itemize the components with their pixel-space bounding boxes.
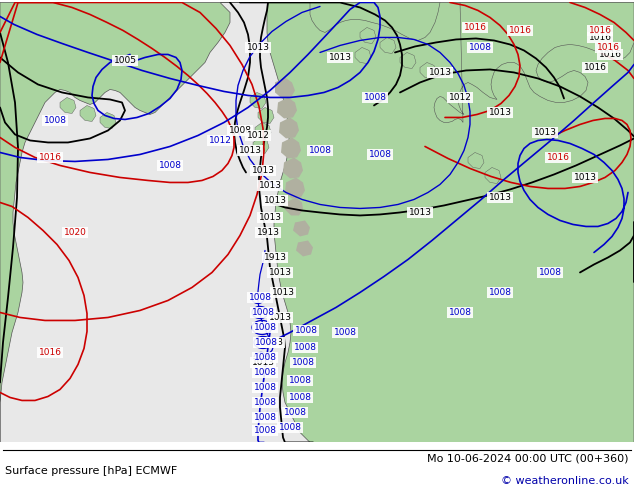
Text: 1013: 1013 — [533, 128, 557, 137]
Text: 1016: 1016 — [588, 26, 612, 35]
Text: 1008: 1008 — [448, 308, 472, 317]
Text: 1013: 1013 — [247, 43, 269, 52]
Text: 1016: 1016 — [39, 153, 61, 162]
Polygon shape — [468, 152, 484, 169]
Text: 1008: 1008 — [158, 161, 181, 170]
Text: 1012: 1012 — [247, 131, 269, 140]
Text: 1008: 1008 — [288, 393, 311, 402]
Text: 1016: 1016 — [597, 43, 619, 52]
Text: 1008: 1008 — [292, 358, 314, 367]
Text: 1013: 1013 — [489, 193, 512, 202]
Text: 1008: 1008 — [363, 93, 387, 102]
Text: 1013: 1013 — [328, 53, 351, 62]
Text: 1013: 1013 — [269, 268, 292, 277]
Text: 1008: 1008 — [333, 328, 356, 337]
Polygon shape — [0, 2, 230, 442]
Text: 1013: 1013 — [574, 173, 597, 182]
Polygon shape — [277, 98, 297, 119]
Polygon shape — [285, 197, 303, 216]
Text: 1013: 1013 — [259, 181, 281, 190]
Text: 1013: 1013 — [271, 288, 295, 297]
Polygon shape — [279, 118, 299, 139]
Polygon shape — [360, 27, 376, 44]
Text: 1013: 1013 — [252, 166, 275, 175]
Polygon shape — [60, 98, 76, 114]
Polygon shape — [355, 48, 371, 64]
Polygon shape — [253, 138, 269, 153]
Text: 1008: 1008 — [283, 408, 306, 417]
Text: 1013: 1013 — [261, 338, 283, 347]
Polygon shape — [250, 93, 266, 108]
Polygon shape — [255, 122, 271, 139]
Text: 1012: 1012 — [449, 93, 472, 102]
Text: 1008: 1008 — [295, 326, 318, 335]
Polygon shape — [220, 2, 634, 442]
Text: 1008: 1008 — [309, 146, 332, 155]
Text: 1008: 1008 — [254, 413, 276, 422]
Polygon shape — [434, 2, 634, 122]
Polygon shape — [400, 52, 416, 69]
Text: 1008: 1008 — [228, 126, 252, 135]
Text: 1008: 1008 — [489, 288, 512, 297]
Text: 1016: 1016 — [508, 26, 531, 35]
Polygon shape — [258, 107, 274, 123]
Text: 1013: 1013 — [264, 196, 287, 205]
Polygon shape — [310, 2, 440, 41]
Text: 1008: 1008 — [254, 323, 276, 332]
Text: Surface pressure [hPa] ECMWF: Surface pressure [hPa] ECMWF — [5, 466, 178, 476]
Text: 1013: 1013 — [489, 108, 512, 117]
Text: 1008: 1008 — [294, 343, 316, 352]
Text: Mo 10-06-2024 00:00 UTC (00+360): Mo 10-06-2024 00:00 UTC (00+360) — [427, 453, 629, 463]
Text: 1016: 1016 — [583, 63, 607, 72]
Text: 1020: 1020 — [63, 228, 86, 237]
Text: 1013: 1013 — [238, 146, 261, 155]
Text: 1008: 1008 — [368, 150, 392, 159]
Text: 1016: 1016 — [598, 50, 621, 59]
Text: 1008: 1008 — [538, 268, 562, 277]
Polygon shape — [80, 105, 96, 122]
Text: 1008: 1008 — [288, 376, 311, 385]
Text: 1008: 1008 — [44, 116, 67, 125]
Text: 1013: 1013 — [252, 358, 275, 367]
Text: 1013: 1013 — [408, 208, 432, 217]
Text: 1008: 1008 — [469, 43, 491, 52]
Text: © weatheronline.co.uk: © weatheronline.co.uk — [501, 476, 629, 486]
Text: 1013: 1013 — [269, 313, 292, 322]
Text: 1005: 1005 — [113, 56, 136, 65]
Polygon shape — [380, 37, 396, 53]
Polygon shape — [281, 138, 301, 158]
Text: 1016: 1016 — [547, 153, 569, 162]
Polygon shape — [420, 62, 436, 78]
Polygon shape — [293, 220, 310, 237]
Text: 1008: 1008 — [249, 293, 271, 302]
Text: 1913: 1913 — [257, 228, 280, 237]
Text: 1008: 1008 — [254, 338, 278, 347]
Text: 1008: 1008 — [254, 368, 276, 377]
Polygon shape — [100, 113, 116, 128]
Text: 1008: 1008 — [254, 353, 276, 362]
Polygon shape — [296, 241, 313, 256]
Text: 1008: 1008 — [254, 398, 276, 407]
Text: 1013: 1013 — [429, 68, 451, 77]
Polygon shape — [283, 157, 303, 178]
Text: 1008: 1008 — [254, 383, 276, 392]
Text: 1008: 1008 — [278, 423, 302, 432]
Text: 1016: 1016 — [463, 23, 486, 32]
Text: 1008: 1008 — [254, 426, 276, 435]
Text: 1016: 1016 — [39, 348, 61, 357]
Polygon shape — [285, 177, 305, 198]
Text: 1013: 1013 — [259, 213, 281, 222]
Text: 1008: 1008 — [252, 308, 275, 317]
Text: 1913: 1913 — [264, 253, 287, 262]
Text: 1012: 1012 — [209, 136, 231, 145]
Polygon shape — [275, 77, 295, 98]
Text: 1016: 1016 — [588, 33, 612, 42]
Polygon shape — [485, 168, 501, 183]
